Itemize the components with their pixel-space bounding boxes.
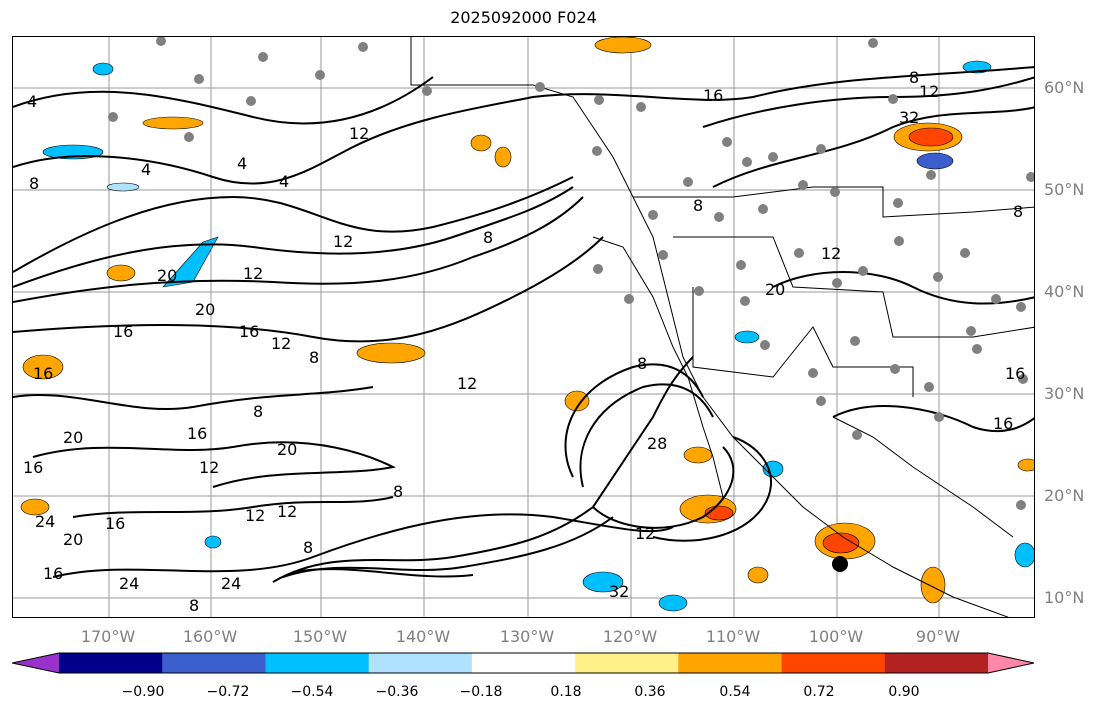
contour-label: 12	[821, 244, 841, 263]
contour-label: 8	[253, 402, 263, 421]
colorbar-segment	[265, 653, 370, 673]
contour-label: 16	[187, 424, 207, 443]
shaded-field	[20, 37, 1034, 612]
lat-label-60n: 60°N	[1044, 78, 1085, 97]
colorbar-segment	[368, 653, 473, 673]
map-title: 2025092000 F024	[450, 8, 597, 27]
height-contours	[13, 66, 1034, 583]
colorbar-segment	[678, 653, 783, 673]
tracked-center-marker	[832, 556, 848, 572]
colorbar-tick: −0.54	[290, 684, 334, 700]
contour-label: 20	[765, 280, 785, 299]
colorbar-tick: 0.54	[719, 684, 751, 700]
lon-label-110w: 110°W	[705, 627, 761, 646]
lon-label-150w: 150°W	[292, 627, 348, 646]
contour-label: 32	[899, 108, 919, 127]
colorbar-tick: 0.18	[550, 684, 582, 700]
colorbar-tick: 0.90	[888, 684, 920, 700]
contour-label: 12	[333, 232, 353, 251]
contour-label: 8	[309, 348, 319, 367]
colorbar-segment	[781, 653, 886, 673]
contour-label: 12	[635, 524, 655, 543]
map-panel: 4 4 4 4 8 12 12 16 20 16 12 8 20 16 16 1…	[12, 36, 1035, 618]
contour-label: 16	[993, 414, 1013, 433]
contour-label: 8	[29, 174, 39, 193]
colorbar-tick: 0.72	[803, 684, 835, 700]
contour-label: 28	[647, 434, 667, 453]
contour-label: 12	[457, 374, 477, 393]
contour-label: 32	[609, 582, 629, 601]
contour-labels: 4 4 4 4 8 12 12 16 20 16 12 8 20 16 16 1…	[23, 68, 1025, 615]
contour-label: 16	[703, 86, 723, 105]
contour-label: 12	[349, 124, 369, 143]
colorbar-tick: 0.36	[634, 684, 666, 700]
contour-label: 8	[693, 196, 703, 215]
contour-label: 16	[1005, 364, 1025, 383]
contour-label: 8	[637, 354, 647, 373]
contour-label: 4	[237, 154, 247, 173]
lon-label-130w: 130°W	[499, 627, 555, 646]
contour-label: 8	[393, 482, 403, 501]
contour-label: 16	[113, 322, 133, 341]
contour-label: 16	[33, 364, 53, 383]
lon-label-120w: 120°W	[602, 627, 658, 646]
contour-label: 8	[303, 538, 313, 557]
colorbar-segment	[988, 653, 1034, 673]
colorbar-segment	[575, 653, 679, 673]
graticule	[13, 37, 1034, 617]
contour-label: 12	[245, 506, 265, 525]
contour-label: 4	[27, 92, 37, 111]
colorbar-segment	[884, 653, 989, 673]
lat-label-50n: 50°N	[1044, 180, 1085, 199]
colorbar-tick: −0.18	[459, 684, 503, 700]
contour-label: 12	[243, 264, 263, 283]
contour-label: 20	[63, 428, 83, 447]
lon-label-160w: 160°W	[182, 627, 238, 646]
contour-label: 20	[277, 440, 297, 459]
colorbar-segment	[471, 653, 576, 673]
lat-label-30n: 30°N	[1044, 384, 1085, 403]
contour-label: 12	[271, 334, 291, 353]
lat-label-40n: 40°N	[1044, 282, 1085, 301]
map-canvas: 4 4 4 4 8 12 12 16 20 16 12 8 20 16 16 1…	[13, 37, 1034, 617]
contour-label: 16	[239, 322, 259, 341]
contour-label: 24	[119, 574, 139, 593]
colorbar-segment	[12, 653, 59, 673]
colorbar-segment	[162, 653, 266, 673]
contour-label: 16	[23, 458, 43, 477]
colorbar	[12, 652, 1035, 674]
lon-label-90w: 90°W	[915, 627, 961, 646]
contour-label: 4	[279, 172, 289, 191]
contour-label: 16	[43, 564, 63, 583]
lon-label-140w: 140°W	[395, 627, 451, 646]
lat-label-10n: 10°N	[1044, 588, 1085, 607]
contour-label: 24	[221, 574, 241, 593]
contour-label: 20	[157, 266, 177, 285]
contour-label: 24	[35, 512, 55, 531]
contour-label: 12	[919, 82, 939, 101]
contour-label: 4	[141, 160, 151, 179]
station-dots	[108, 37, 1034, 510]
lon-label-170w: 170°W	[80, 627, 136, 646]
colorbar-tick: −0.90	[121, 684, 165, 700]
contour-label: 8	[909, 68, 919, 87]
contour-label: 20	[63, 530, 83, 549]
contour-label: 8	[483, 228, 493, 247]
colorbar-tick: −0.72	[206, 684, 250, 700]
colorbar-segment	[59, 653, 163, 673]
contour-label: 12	[277, 502, 297, 521]
lat-label-20n: 20°N	[1044, 486, 1085, 505]
contour-label: 20	[195, 300, 215, 319]
colorbar-tick: −0.36	[375, 684, 419, 700]
lon-label-100w: 100°W	[808, 627, 864, 646]
contour-label: 8	[1013, 202, 1023, 221]
contour-label: 12	[199, 458, 219, 477]
contour-label: 8	[189, 596, 199, 615]
coastlines	[410, 37, 1034, 617]
contour-label: 16	[105, 514, 125, 533]
